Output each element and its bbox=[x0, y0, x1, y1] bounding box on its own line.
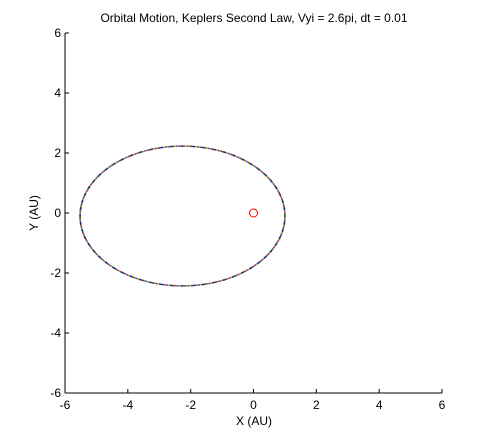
y-tick-label: 0 bbox=[54, 206, 61, 220]
orbit-point bbox=[177, 145, 179, 147]
orbit-point bbox=[160, 283, 162, 285]
x-tick-label: -2 bbox=[185, 398, 196, 412]
orbit-point bbox=[185, 145, 187, 147]
orbit-point bbox=[183, 145, 185, 147]
orbit-point bbox=[179, 285, 181, 287]
orbit-point bbox=[171, 285, 173, 287]
orbit-point bbox=[192, 285, 194, 287]
y-tick-label: 4 bbox=[54, 86, 61, 100]
orbit-point bbox=[182, 145, 184, 147]
orbit-point bbox=[183, 285, 185, 287]
orbit-point bbox=[198, 146, 200, 148]
orbit-point bbox=[162, 147, 164, 149]
orbit-point bbox=[172, 145, 174, 147]
orbit-point bbox=[186, 145, 188, 147]
orbit-point bbox=[188, 145, 190, 147]
orbit-point bbox=[182, 285, 184, 287]
chart-title: Orbital Motion, Keplers Second Law, Vyi … bbox=[100, 11, 407, 25]
y-axis-label: Y (AU) bbox=[27, 195, 41, 231]
y-tick-label: 2 bbox=[54, 146, 61, 160]
orbit-point bbox=[180, 145, 182, 147]
orbit-point bbox=[284, 216, 286, 218]
orbit-point bbox=[186, 285, 188, 287]
orbit-point bbox=[194, 146, 196, 148]
y-tick-label: 6 bbox=[54, 26, 61, 40]
orbit-point bbox=[191, 145, 193, 147]
orbit-point bbox=[175, 285, 177, 287]
orbit-point bbox=[185, 285, 187, 287]
orbit-point bbox=[168, 146, 170, 148]
x-tick-label: 4 bbox=[376, 398, 383, 412]
y-tick-label: -2 bbox=[50, 266, 61, 280]
x-axis-label: X (AU) bbox=[236, 414, 272, 428]
orbit-point bbox=[189, 145, 191, 147]
y-tick-label: -4 bbox=[50, 326, 61, 340]
orbit-point bbox=[189, 285, 191, 287]
orbit-point bbox=[175, 145, 177, 147]
x-tick-label: 6 bbox=[439, 398, 446, 412]
y-tick-label: -6 bbox=[50, 386, 61, 400]
x-tick-label: -4 bbox=[122, 398, 133, 412]
orbit-point bbox=[179, 145, 181, 147]
orbit-point bbox=[166, 284, 168, 286]
orbit-point bbox=[174, 285, 176, 287]
orbit-point bbox=[177, 285, 179, 287]
x-tick-label: 2 bbox=[313, 398, 320, 412]
x-tick-label: -6 bbox=[60, 398, 71, 412]
orbit-point bbox=[180, 285, 182, 287]
orbit-point bbox=[197, 284, 199, 286]
orbit-point bbox=[188, 285, 190, 287]
x-tick-label: 0 bbox=[250, 398, 257, 412]
